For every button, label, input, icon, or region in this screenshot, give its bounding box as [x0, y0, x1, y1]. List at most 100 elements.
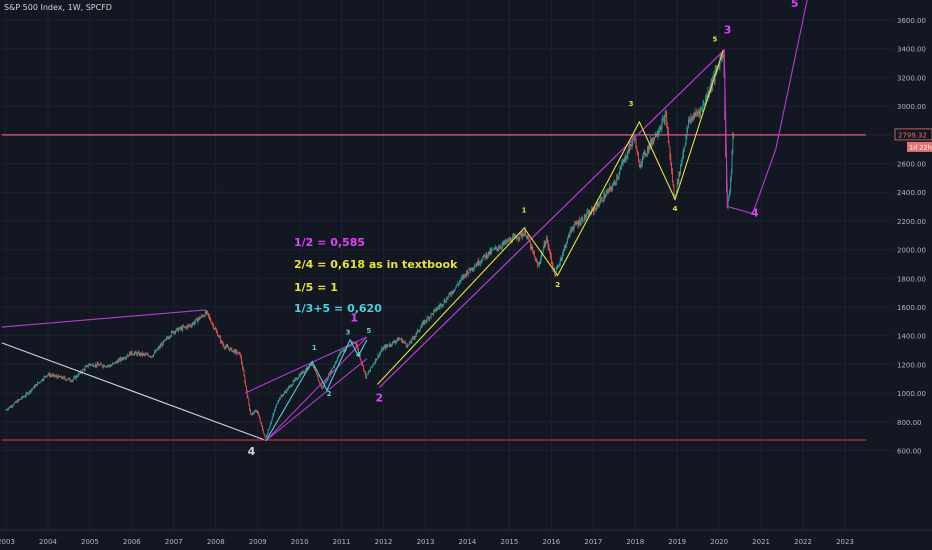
candle-body [323, 385, 325, 387]
candle-body [260, 421, 262, 424]
candle-body [674, 195, 676, 197]
candle-body [634, 137, 635, 140]
candle-body [575, 222, 577, 224]
candle-body [487, 255, 489, 258]
candle-body [402, 341, 404, 343]
candle-body [300, 373, 302, 375]
candle-body [602, 201, 604, 202]
candle-body [510, 238, 512, 242]
candle-body [383, 347, 384, 350]
candle-body [687, 127, 689, 130]
candle-body [521, 234, 523, 237]
candle-body [631, 141, 633, 146]
candle-body [56, 375, 58, 377]
price-tick-label: 3000.00 [897, 103, 926, 111]
candle-body [414, 336, 416, 339]
time-tick-label: 2013 [417, 538, 435, 546]
candle-body [170, 335, 171, 338]
candle-body [475, 265, 476, 267]
candle-body [218, 336, 220, 338]
candle-body [636, 148, 638, 151]
candle-body [73, 377, 75, 380]
price-tag-box [894, 128, 932, 141]
candle-body [41, 379, 43, 381]
candle-body [206, 311, 208, 314]
candle-body [670, 157, 672, 164]
candle-body [455, 286, 457, 288]
candle-body [574, 222, 576, 226]
candle-body [428, 317, 430, 320]
candle-body [600, 197, 602, 200]
candle-body [381, 348, 383, 352]
candle-body [186, 326, 188, 329]
candle-body [625, 156, 626, 160]
candle-body [713, 75, 714, 80]
candle-body [573, 225, 575, 230]
candle-body [95, 364, 96, 367]
candle-body [420, 327, 422, 331]
candle-body [142, 353, 144, 356]
candle-body [262, 426, 263, 430]
candle-body [488, 251, 489, 256]
candle-body [559, 260, 561, 265]
candle-body [55, 375, 57, 377]
candle-body [410, 342, 412, 343]
candle-body [250, 410, 251, 415]
candle-body [521, 233, 522, 237]
candle-body [263, 433, 265, 436]
candle-body [387, 345, 389, 347]
candle-body [148, 355, 150, 357]
candle-body [684, 146, 685, 150]
candle-body [185, 326, 187, 328]
candle-body [607, 189, 609, 192]
candle-body [91, 364, 92, 366]
candle-body [438, 307, 439, 309]
wave-label: 3 [724, 24, 732, 37]
candle-body [140, 353, 142, 356]
candle-body [167, 338, 169, 339]
candle-body [158, 347, 160, 349]
candle-body [579, 223, 581, 225]
candle-body [241, 357, 242, 364]
candle-body [675, 194, 676, 196]
candle-body [546, 238, 548, 241]
candle-body [476, 264, 478, 266]
time-tick-label: 2022 [794, 538, 812, 546]
candle-body [392, 341, 393, 345]
candle-body [516, 237, 518, 239]
candle-body [483, 254, 485, 256]
candle-body [102, 366, 104, 367]
candle-body [659, 130, 660, 132]
candle-body [656, 134, 658, 137]
candle-body [138, 352, 140, 356]
candle-body [395, 341, 397, 343]
candle-body [587, 211, 589, 214]
candle-body [65, 378, 67, 380]
candle-body [220, 340, 222, 342]
candle-body [278, 400, 280, 402]
candle-body [349, 345, 351, 347]
candle-body [705, 94, 707, 100]
candle-body [662, 119, 664, 122]
candle-body [671, 163, 672, 171]
candle-body [217, 335, 219, 337]
time-tick-label: 2010 [291, 538, 309, 546]
candle-body [238, 352, 240, 354]
candle-body [396, 340, 397, 342]
candle-body [683, 149, 685, 155]
candle-body [45, 376, 46, 377]
candle-body [433, 309, 435, 311]
candle-body [47, 374, 49, 376]
candle-body [124, 358, 126, 359]
candle-body [68, 378, 70, 380]
candle-body [271, 420, 272, 424]
candle-body [588, 211, 590, 217]
candle-body [58, 375, 59, 379]
time-tick-label: 2007 [165, 538, 183, 546]
candle-body [141, 352, 142, 356]
candle-body [620, 167, 622, 170]
candle-body [614, 182, 616, 184]
candle-body [403, 341, 405, 343]
wave-label: 3 [345, 328, 350, 336]
